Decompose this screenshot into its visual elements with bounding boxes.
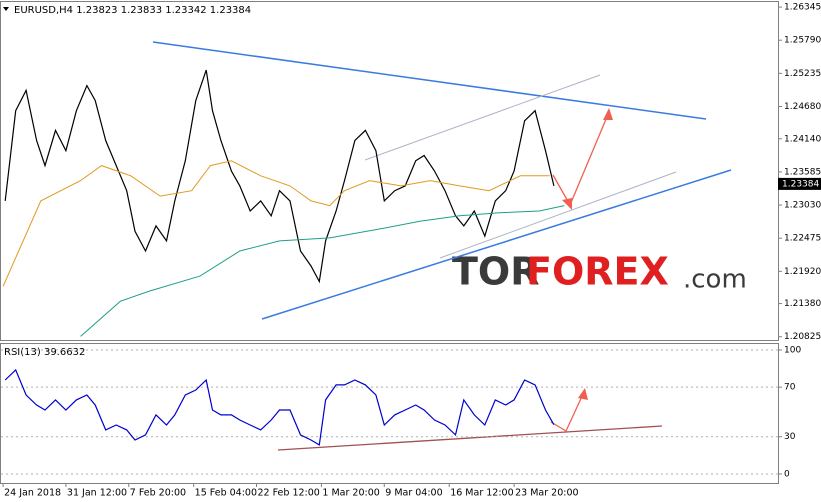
watermark-tor: TOR (452, 250, 540, 294)
x-tick-label: 16 Mar 12:00 (450, 488, 513, 499)
y-tick-label: 1.20825 (784, 332, 821, 342)
watermark-com: .com (683, 265, 747, 295)
x-tick-label: 7 Feb 20:00 (130, 488, 186, 499)
rsi-forecast-arrow (550, 391, 585, 432)
y-tick-label: 1.23030 (784, 201, 821, 211)
y-tick-label: 0 (784, 469, 790, 479)
channel-line (439, 171, 677, 259)
watermark-forex: FOREX (526, 250, 669, 294)
y-tick-label: 1.21380 (784, 299, 821, 309)
price-title: EURUSD,H4 1.23823 1.23833 1.23342 1.2338… (14, 5, 251, 16)
arrow-head (603, 108, 613, 120)
x-tick-label: 23 Mar 20:00 (515, 488, 578, 499)
y-tick-label: 1.22475 (784, 234, 821, 244)
y-tick-label: 70 (784, 383, 796, 393)
price-panel (0, 1, 779, 341)
rsi-title: RSI(13) 39.6632 (4, 347, 85, 358)
rsi-trend-line (277, 425, 663, 451)
x-tick-label: 24 Jan 2018 (4, 488, 61, 499)
last-price-box (778, 177, 821, 190)
y-tick-label: 1.23585 (784, 167, 821, 177)
x-tick-label: 31 Jan 12:00 (67, 488, 127, 499)
rsi-panel (0, 343, 779, 484)
x-tick-label: 22 Feb 12:00 (258, 488, 320, 499)
series-line (4, 69, 555, 284)
y-tick-label: 30 (784, 432, 796, 442)
y-tick-label: 100 (784, 345, 801, 355)
arrow-head (562, 198, 572, 210)
series-line (2, 160, 550, 287)
y-tick-label: 1.24140 (784, 134, 821, 144)
menu-icon (3, 7, 9, 11)
y-tick-label: 1.26345 (784, 3, 821, 13)
channel-line (364, 74, 601, 161)
watermark: TOR FOREX .com (452, 250, 747, 295)
y-tick-label: 1.25235 (784, 69, 821, 79)
y-tick-label: 1.24680 (784, 102, 821, 112)
trend-lines (152, 41, 732, 451)
trend-line (152, 41, 707, 120)
last-price-label: 1.23384 (782, 179, 819, 189)
y-tick-label: 1.21920 (784, 267, 821, 277)
x-tick-label: 1 Mar 20:00 (322, 488, 379, 499)
y-tick-label: 1.25790 (784, 36, 821, 46)
x-tick-label: 9 Mar 04:00 (385, 488, 442, 499)
series-line (80, 205, 565, 337)
arrow-head (578, 388, 588, 400)
x-tick-label: 15 Feb 04:00 (195, 488, 257, 499)
trend-line (261, 169, 732, 320)
series-line (4, 368, 555, 446)
